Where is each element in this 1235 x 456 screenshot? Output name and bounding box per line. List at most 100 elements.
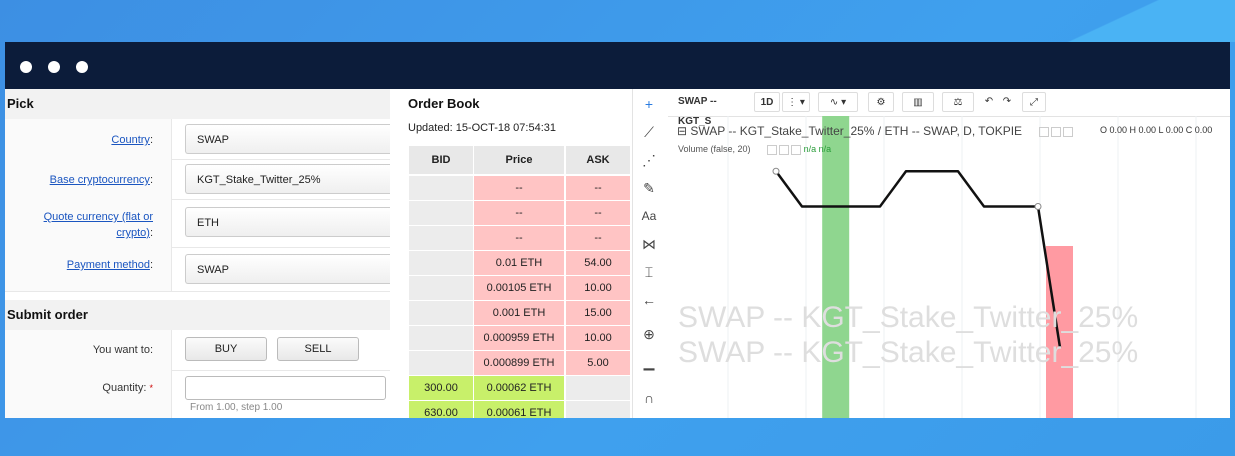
undo-icon[interactable]: ↶ bbox=[980, 92, 998, 112]
legend-settings-icon[interactable] bbox=[1051, 126, 1062, 137]
ask-cell: -- bbox=[566, 176, 630, 200]
order-book-row[interactable]: -- -- bbox=[409, 201, 630, 225]
volume-label: Volume (false, 20) bbox=[678, 144, 751, 154]
fib-icon[interactable]: ⋰ bbox=[642, 152, 656, 168]
order-book-updated: Updated: 15-OCT-18 07:54:31 bbox=[408, 122, 556, 134]
country-row: Country: SWAP bbox=[5, 119, 390, 160]
price-header: Price bbox=[474, 146, 564, 174]
crosshair-icon[interactable]: + bbox=[644, 96, 654, 112]
base-crypto-select[interactable]: KGT_Stake_Twitter_25% bbox=[185, 164, 390, 194]
pattern-icon[interactable]: ⋈ bbox=[642, 236, 656, 252]
price-cell: 0.00062 ETH bbox=[474, 376, 564, 400]
volume-close-icon[interactable] bbox=[791, 144, 802, 155]
order-book-row[interactable]: -- -- bbox=[409, 226, 630, 250]
browser-window: Pick Country: SWAP Base cryptocurrency: … bbox=[5, 42, 1230, 418]
trend-line-icon[interactable]: ⟋ bbox=[644, 124, 654, 140]
pick-section-title: Pick bbox=[5, 89, 390, 119]
volume-value-2: n/a bbox=[818, 144, 832, 154]
ask-cell: 10.00 bbox=[566, 326, 630, 350]
buy-button[interactable]: BUY bbox=[185, 337, 267, 361]
payment-method-select[interactable]: SWAP bbox=[185, 254, 390, 284]
indicators-icon[interactable]: ▥ bbox=[902, 92, 934, 112]
legend-close-icon[interactable] bbox=[1063, 126, 1074, 137]
chart-legend-title: SWAP -- KGT_Stake_Twitter_25% / ETH -- S… bbox=[690, 124, 1023, 138]
order-book-row[interactable]: 0.000899 ETH 5.00 bbox=[409, 351, 630, 375]
bid-cell bbox=[409, 176, 473, 200]
background-stripe bbox=[1045, 0, 1235, 42]
price-cell: -- bbox=[474, 176, 564, 200]
bid-cell bbox=[409, 301, 473, 325]
price-cell: 0.00105 ETH bbox=[474, 276, 564, 300]
gear-icon[interactable]: ⚙ bbox=[868, 92, 894, 112]
you-want-to-label: You want to: bbox=[92, 344, 153, 356]
volume-bar-down bbox=[1046, 246, 1073, 418]
quote-currency-label-link[interactable]: Quote currency (flat or crypto) bbox=[43, 211, 153, 239]
window-dot-icon[interactable] bbox=[20, 61, 32, 73]
brush-icon[interactable]: ✎ bbox=[643, 180, 655, 196]
bid-header: BID bbox=[409, 146, 473, 174]
window-titlebar bbox=[5, 42, 1230, 89]
price-cell: 0.000899 ETH bbox=[474, 351, 564, 375]
measure-icon[interactable]: ⌶ bbox=[644, 264, 654, 280]
price-line bbox=[774, 170, 1062, 348]
arrow-left-icon[interactable]: ← bbox=[642, 292, 656, 308]
compare-icon[interactable]: ⚖ bbox=[942, 92, 974, 112]
volume-legend: Volume (false, 20) n/a n/a bbox=[678, 144, 831, 155]
submit-section-title: Submit order bbox=[5, 300, 390, 330]
fullscreen-icon[interactable]: ⤢ bbox=[1022, 92, 1046, 112]
symbol-search[interactable]: SWAP -- KGT_S bbox=[672, 92, 752, 127]
ask-cell: 54.00 bbox=[566, 251, 630, 275]
chart-watermark: SWAP -- KGT_Stake_Twitter_25% bbox=[678, 336, 1139, 369]
order-book-title: Order Book bbox=[408, 96, 480, 111]
quantity-label: Quantity: bbox=[102, 382, 147, 394]
price-point bbox=[772, 167, 780, 175]
order-book-row[interactable]: 630.00 0.00061 ETH bbox=[409, 401, 630, 418]
chart-watermark: SWAP -- KGT_Stake_Twitter_25% bbox=[678, 301, 1139, 334]
order-book-row[interactable]: 0.001 ETH 15.00 bbox=[409, 301, 630, 325]
bid-cell bbox=[409, 201, 473, 225]
bid-cell bbox=[409, 226, 473, 250]
drawing-toolbar: + ⟋ ⋰ ✎ Aa ⋈ ⌶ ← ⊕ ▁ ∩ bbox=[632, 89, 669, 418]
interval-button[interactable]: 1D bbox=[754, 92, 780, 112]
legend-eye-icon[interactable] bbox=[1039, 126, 1050, 137]
country-select[interactable]: SWAP bbox=[185, 124, 390, 154]
price-cell: 0.00061 ETH bbox=[474, 401, 564, 418]
payment-method-label-link[interactable]: Payment method bbox=[66, 259, 150, 271]
order-book-row[interactable]: 0.01 ETH 54.00 bbox=[409, 251, 630, 275]
price-chart[interactable]: SWAP -- KGT_S 1D ⋮ ▾ ∿ ▾ ⚙ ▥ ⚖ ↶ ↷ ⤢ ⊟ S… bbox=[668, 89, 1230, 418]
ask-cell: -- bbox=[566, 226, 630, 250]
ask-cell: 5.00 bbox=[566, 351, 630, 375]
ruler-icon[interactable]: ▁ bbox=[643, 354, 655, 370]
window-dot-icon[interactable] bbox=[76, 61, 88, 73]
order-book-row[interactable]: -- -- bbox=[409, 176, 630, 200]
interval-menu-icon[interactable]: ⋮ ▾ bbox=[782, 92, 810, 112]
text-icon[interactable]: Aa bbox=[641, 209, 657, 223]
sell-button[interactable]: SELL bbox=[277, 337, 359, 361]
order-book-row[interactable]: 300.00 0.00062 ETH bbox=[409, 376, 630, 400]
quantity-input[interactable] bbox=[185, 376, 386, 400]
bid-cell bbox=[409, 351, 473, 375]
order-book-row[interactable]: 0.00105 ETH 10.00 bbox=[409, 276, 630, 300]
base-crypto-row: Base cryptocurrency: KGT_Stake_Twitter_2… bbox=[5, 159, 390, 200]
price-point bbox=[1034, 203, 1042, 210]
ask-header: ASK bbox=[566, 146, 630, 174]
base-crypto-label-link[interactable]: Base cryptocurrency bbox=[49, 174, 150, 186]
price-cell: -- bbox=[474, 201, 564, 225]
ask-cell bbox=[566, 401, 630, 418]
volume-eye-icon[interactable] bbox=[767, 144, 778, 155]
redo-icon[interactable]: ↷ bbox=[998, 92, 1016, 112]
order-book-row[interactable]: 0.000959 ETH 10.00 bbox=[409, 326, 630, 350]
collapse-icon[interactable]: ⊟ bbox=[677, 124, 688, 138]
country-label-link[interactable]: Country bbox=[111, 134, 150, 146]
chart-type-icon[interactable]: ∿ ▾ bbox=[818, 92, 858, 112]
window-dot-icon[interactable] bbox=[48, 61, 60, 73]
price-cell: 0.01 ETH bbox=[474, 251, 564, 275]
order-book: Order Book Updated: 15-OCT-18 07:54:31 B… bbox=[408, 89, 630, 418]
quote-currency-select[interactable]: ETH bbox=[185, 207, 390, 237]
bid-cell bbox=[409, 326, 473, 350]
zoom-icon[interactable]: ⊕ bbox=[643, 326, 655, 342]
magnet-icon[interactable]: ∩ bbox=[643, 390, 655, 406]
ohlc-readout: O 0.00 H 0.00 L 0.00 C 0.00 bbox=[1100, 125, 1213, 135]
quote-currency-row: Quote currency (flat or crypto): ETH bbox=[5, 199, 390, 248]
volume-settings-icon[interactable] bbox=[779, 144, 790, 155]
